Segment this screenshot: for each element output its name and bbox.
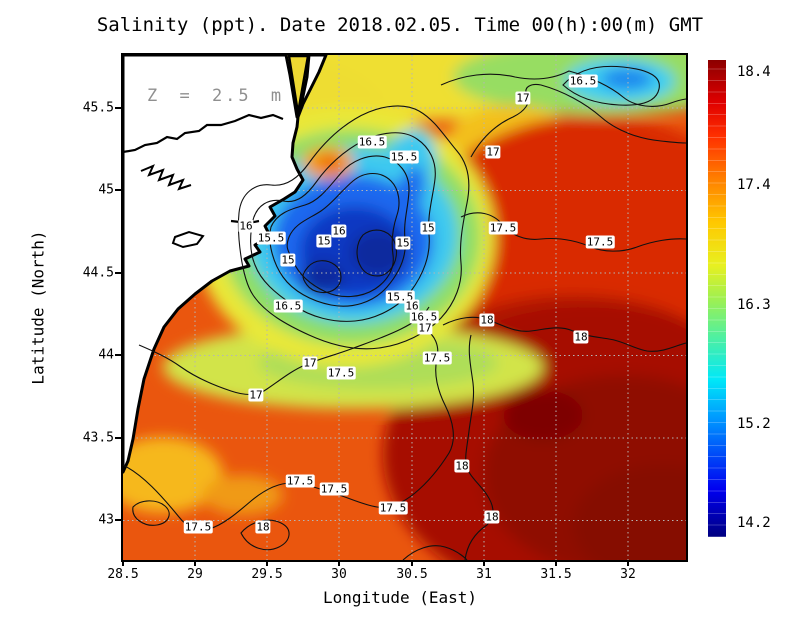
x-tick-mark xyxy=(122,560,124,566)
contour-label: 17 xyxy=(302,356,318,370)
x-tick-label: 32 xyxy=(620,567,636,582)
contour-label: 17.5 xyxy=(422,351,452,365)
y-tick-mark xyxy=(115,189,121,191)
salinity-map-canvas xyxy=(123,55,686,560)
contour-label: 17 xyxy=(485,145,501,159)
colorbar-tick-label: 14.2 xyxy=(737,515,771,531)
x-tick-mark xyxy=(483,560,485,566)
x-tick-mark xyxy=(627,560,629,566)
contour-core-east xyxy=(356,229,398,277)
x-tick-mark xyxy=(266,560,268,566)
contour-17-south xyxy=(138,306,430,396)
contour-label: 18 xyxy=(255,520,271,534)
x-tick-label: 28.5 xyxy=(107,567,139,582)
chart-title: Salinity (ppt). Date 2018.02.05. Time 00… xyxy=(96,14,704,36)
x-axis-label: Longitude (East) xyxy=(322,588,478,607)
x-tick-label: 29.5 xyxy=(251,567,283,582)
colorbar-tick-label: 18.4 xyxy=(737,64,771,80)
contour-label: 16.5 xyxy=(357,135,387,149)
colorbar xyxy=(708,60,726,537)
colorbar-gradient xyxy=(708,60,726,537)
liman-shoreline xyxy=(123,113,284,154)
contour-16-northeast-patch xyxy=(562,65,660,106)
y-tick-label: 44.5 xyxy=(82,265,114,281)
y-tick-label: 45.5 xyxy=(82,100,114,116)
y-tick-label: 43.5 xyxy=(82,430,114,446)
x-tick-label: 30 xyxy=(331,567,347,582)
y-tick-mark xyxy=(115,107,121,109)
contour-label: 17.5 xyxy=(285,474,315,488)
map-plot-area xyxy=(121,53,688,562)
contour-17-north xyxy=(470,83,686,158)
contour-label: 16 xyxy=(404,299,420,313)
contour-label: 15 xyxy=(316,234,332,248)
y-tick-mark xyxy=(115,519,121,521)
colorbar-tick-label: 15.2 xyxy=(737,416,771,432)
contour-label: 16.5 xyxy=(568,74,598,88)
colorbar-tick-label: 16.3 xyxy=(737,297,771,313)
contour-core-west xyxy=(302,260,342,294)
contour-label: 18 xyxy=(479,313,495,327)
x-tick-mark xyxy=(411,560,413,566)
contour-label: 15 xyxy=(280,253,296,267)
x-tick-label: 30.5 xyxy=(396,567,428,582)
contour-label: 17.5 xyxy=(326,366,356,380)
colorbar-tick-label: 17.4 xyxy=(737,177,771,193)
y-tick-mark xyxy=(115,354,121,356)
inland-lake-outline xyxy=(140,164,192,191)
contour-label: 18 xyxy=(454,459,470,473)
contour-17-5-loop xyxy=(132,500,170,526)
contour-label: 15.5 xyxy=(256,231,286,245)
coastline xyxy=(123,55,328,474)
y-tick-label: 45 xyxy=(98,182,114,198)
y-tick-mark xyxy=(115,272,121,274)
contour-label: 16 xyxy=(331,224,347,238)
x-tick-label: 29 xyxy=(187,567,203,582)
contour-lines xyxy=(123,65,686,560)
contour-label: 15 xyxy=(420,221,436,235)
contour-label: 17.5 xyxy=(488,221,518,235)
x-tick-mark xyxy=(555,560,557,566)
contour-label: 17 xyxy=(248,388,264,402)
contour-label: 15 xyxy=(395,236,411,250)
contour-label: 17.5 xyxy=(585,235,615,249)
contour-label: 16.5 xyxy=(409,310,439,324)
y-axis-label: Latitude (North) xyxy=(28,230,48,385)
x-tick-label: 31.5 xyxy=(540,567,572,582)
contour-label: 15.5 xyxy=(389,150,419,164)
contour-label: 18 xyxy=(573,330,589,344)
depth-annotation: Z = 2.5 m xyxy=(147,86,285,106)
contour-label: 17 xyxy=(417,321,433,335)
delta-lagoon-outline xyxy=(171,230,205,249)
y-tick-label: 44 xyxy=(98,347,114,363)
estuary-inlet xyxy=(287,55,310,114)
contour-18-arc-bottom xyxy=(402,545,468,560)
x-tick-mark xyxy=(194,560,196,566)
x-tick-label: 31 xyxy=(476,567,492,582)
contour-label: 17 xyxy=(515,91,531,105)
contour-label: 17.5 xyxy=(183,520,213,534)
contour-label: 16.5 xyxy=(273,299,303,313)
contour-label: 16 xyxy=(238,219,254,233)
contour-16-5 xyxy=(237,105,470,350)
contour-label: 17.5 xyxy=(378,501,408,515)
y-tick-mark xyxy=(115,437,121,439)
x-tick-mark xyxy=(338,560,340,566)
contour-15-5 xyxy=(269,155,410,307)
contour-15 xyxy=(286,172,400,298)
contour-label: 17.5 xyxy=(319,482,349,496)
contour-label: 18 xyxy=(484,510,500,524)
y-tick-label: 43 xyxy=(98,512,114,528)
